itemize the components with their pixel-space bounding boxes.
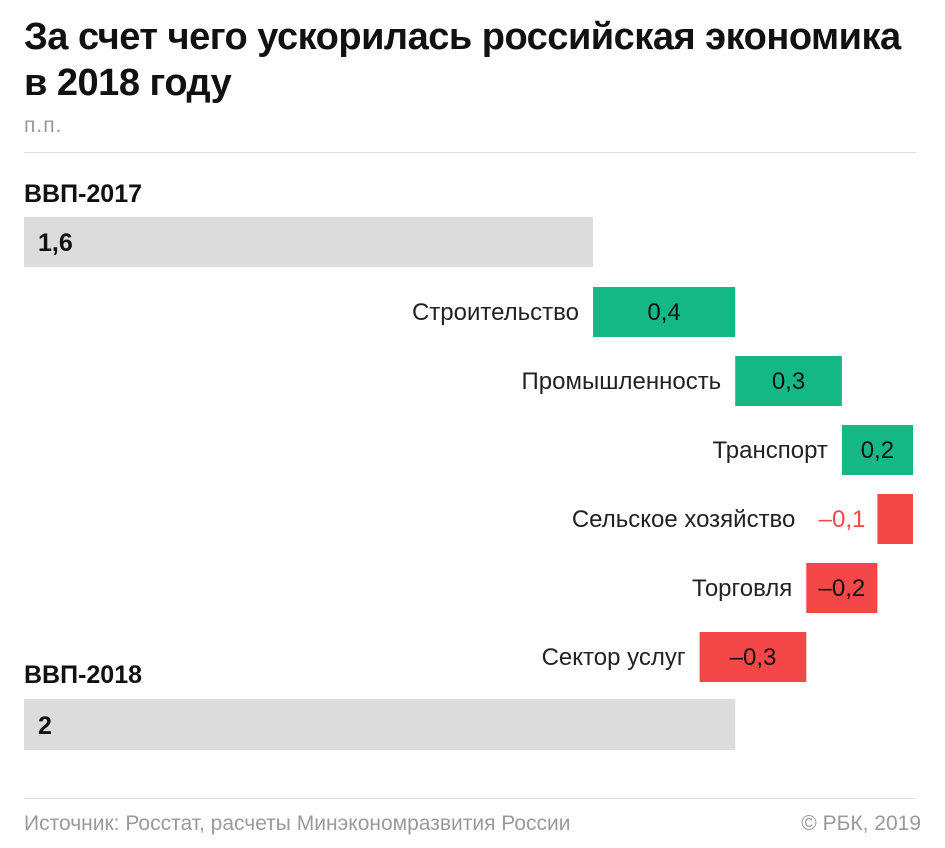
start-total-label: ВВП-2017 [24, 180, 142, 208]
step-value-4: –0,1 [819, 506, 866, 533]
end-total-label: ВВП-2018 [24, 661, 142, 689]
step-value-2: 0,3 [772, 368, 805, 395]
top-divider [24, 152, 916, 153]
step-label-4: Сельское хозяйство [572, 506, 796, 533]
step-bar-4 [877, 494, 913, 544]
step-label-5: Торговля [692, 575, 792, 602]
step-label-3: Транспорт [712, 437, 827, 464]
step-label-1: Строительство [412, 299, 579, 326]
step-label-6: Сектор услуг [542, 644, 686, 671]
step-bar-3 [841, 425, 913, 475]
step-value-1: 0,4 [647, 299, 680, 326]
step-value-6: –0,3 [730, 644, 777, 671]
step-bar-2 [735, 356, 842, 406]
step-bar-5 [806, 563, 878, 613]
source-note: Источник: Росстат, расчеты Минэкономразв… [24, 812, 571, 835]
start-total-value: 1,6 [38, 229, 73, 257]
step-value-3: 0,2 [861, 437, 894, 464]
step-label-2: Промышленность [522, 368, 722, 395]
step-value-5: –0,2 [819, 575, 866, 602]
step-bar-6 [699, 632, 807, 682]
chart-title: За счет чего ускорилась российская эконо… [24, 16, 901, 104]
unit-label: п.п. [24, 114, 63, 137]
end-total-bar [24, 699, 736, 750]
start-total-bar [24, 217, 593, 267]
end-total-value: 2 [38, 712, 52, 740]
step-bar-1 [593, 287, 736, 337]
bottom-divider [24, 798, 916, 799]
copyright: © РБК, 2019 [801, 812, 921, 835]
